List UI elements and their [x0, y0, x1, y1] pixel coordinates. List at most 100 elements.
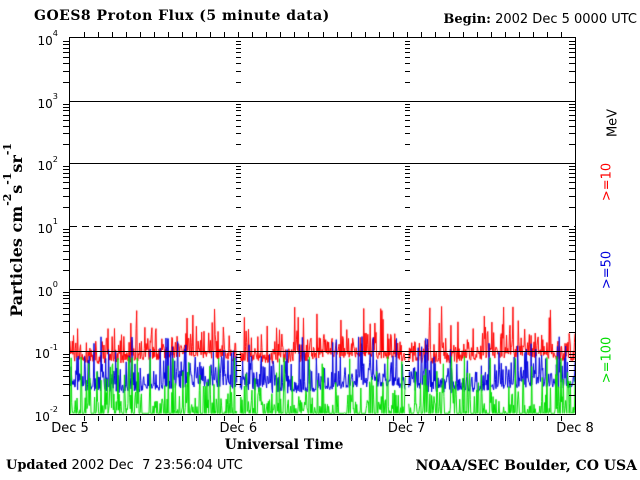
y-minor-tick [63, 384, 69, 385]
day-boundary-dash [405, 63, 410, 64]
x-minor-tick [308, 32, 309, 37]
day-boundary-dash [405, 107, 410, 108]
y-minor-tick [63, 82, 69, 83]
x-minor-tick [379, 32, 380, 37]
day-boundary-dash [405, 52, 410, 53]
y-minor-tick [569, 259, 575, 260]
day-boundary-dash [236, 44, 241, 45]
x-minor-tick [421, 416, 422, 421]
y-minor-tick [63, 314, 69, 315]
day-boundary-dash [405, 41, 410, 42]
y-minor-tick [569, 188, 575, 189]
y-minor-tick [569, 308, 575, 309]
day-boundary-dash [405, 144, 410, 145]
x-minor-tick [449, 32, 450, 37]
units-label-mev: MeV [605, 108, 621, 138]
day-boundary-dash [236, 173, 241, 174]
y-minor-tick [63, 395, 69, 396]
x-minor-tick [126, 32, 127, 37]
day-boundary-dash [236, 370, 241, 371]
x-minor-tick [365, 32, 366, 37]
day-boundary-dash [236, 182, 241, 183]
y-minor-tick [569, 295, 575, 296]
x-minor-tick [477, 32, 478, 37]
y-minor-tick [63, 63, 69, 64]
day-boundary-dash [405, 229, 410, 230]
x-minor-tick [435, 32, 436, 37]
day-boundary-dash [405, 71, 410, 72]
y-minor-tick [63, 166, 69, 167]
day-boundary-dash [405, 44, 410, 45]
x-tick-label: Dec 7 [387, 421, 426, 436]
day-boundary-dash [405, 115, 410, 116]
y-minor-tick [569, 71, 575, 72]
x-minor-tick [294, 32, 295, 37]
y-minor-tick [63, 365, 69, 366]
y-minor-tick [63, 295, 69, 296]
y-minor-tick [63, 292, 69, 293]
x-minor-tick [519, 416, 520, 421]
y-minor-tick [569, 44, 575, 45]
x-minor-tick [393, 32, 394, 37]
legend-ge50-label: >=50 [599, 250, 615, 290]
day-boundary-dash [236, 298, 241, 299]
day-boundary-dash [405, 292, 410, 293]
y-minor-tick [569, 41, 575, 42]
y-minor-tick [63, 107, 69, 108]
y-minor-tick [63, 120, 69, 121]
y-minor-tick [569, 173, 575, 174]
day-boundary-dash [236, 240, 241, 241]
y-minor-tick [63, 361, 69, 362]
decade-gridline [70, 351, 575, 352]
day-boundary-dash [236, 354, 241, 355]
y-tick-label: 103 [37, 90, 58, 111]
y-minor-tick [569, 63, 575, 64]
x-minor-tick [561, 416, 562, 421]
legend-ge10-label: >=10 [599, 162, 615, 202]
day-major-tick [238, 416, 239, 423]
y-minor-tick [63, 240, 69, 241]
y-minor-tick [569, 107, 575, 108]
day-boundary-dash [236, 314, 241, 315]
x-minor-tick [196, 416, 197, 421]
day-boundary-dash [236, 236, 241, 237]
y-minor-tick [63, 270, 69, 271]
y-minor-tick [63, 177, 69, 178]
x-minor-tick [491, 416, 492, 421]
x-minor-tick [561, 32, 562, 37]
y-minor-tick [569, 177, 575, 178]
day-boundary-dash [236, 321, 241, 322]
day-boundary-dash [236, 48, 241, 49]
x-minor-tick [168, 416, 169, 421]
y-minor-tick [569, 240, 575, 241]
plot-area [63, 32, 576, 423]
day-boundary-dash [236, 63, 241, 64]
y-minor-tick [569, 104, 575, 105]
y-minor-tick [569, 182, 575, 183]
y-minor-tick [63, 188, 69, 189]
day-boundary-dash [236, 52, 241, 53]
y-minor-tick [569, 303, 575, 304]
day-boundary-dash [405, 104, 410, 105]
y-minor-tick [569, 298, 575, 299]
y-minor-tick [63, 44, 69, 45]
day-boundary-dash [405, 196, 410, 197]
y-minor-tick [569, 365, 575, 366]
y-tick-label: 10-1 [34, 341, 58, 362]
x-minor-tick [393, 416, 394, 421]
day-boundary-dash [236, 177, 241, 178]
y-minor-tick [569, 120, 575, 121]
y-minor-tick [63, 41, 69, 42]
day-boundary-dash [405, 298, 410, 299]
y-minor-tick [569, 57, 575, 58]
x-minor-tick [463, 32, 464, 37]
day-boundary-dash [236, 292, 241, 293]
y-minor-tick [569, 133, 575, 134]
day-boundary-dash [405, 177, 410, 178]
day-boundary-dash [405, 48, 410, 49]
x-minor-tick [323, 416, 324, 421]
day-boundary-dash [405, 173, 410, 174]
x-minor-tick [351, 32, 352, 37]
x-minor-tick [210, 32, 211, 37]
y-minor-tick [569, 110, 575, 111]
